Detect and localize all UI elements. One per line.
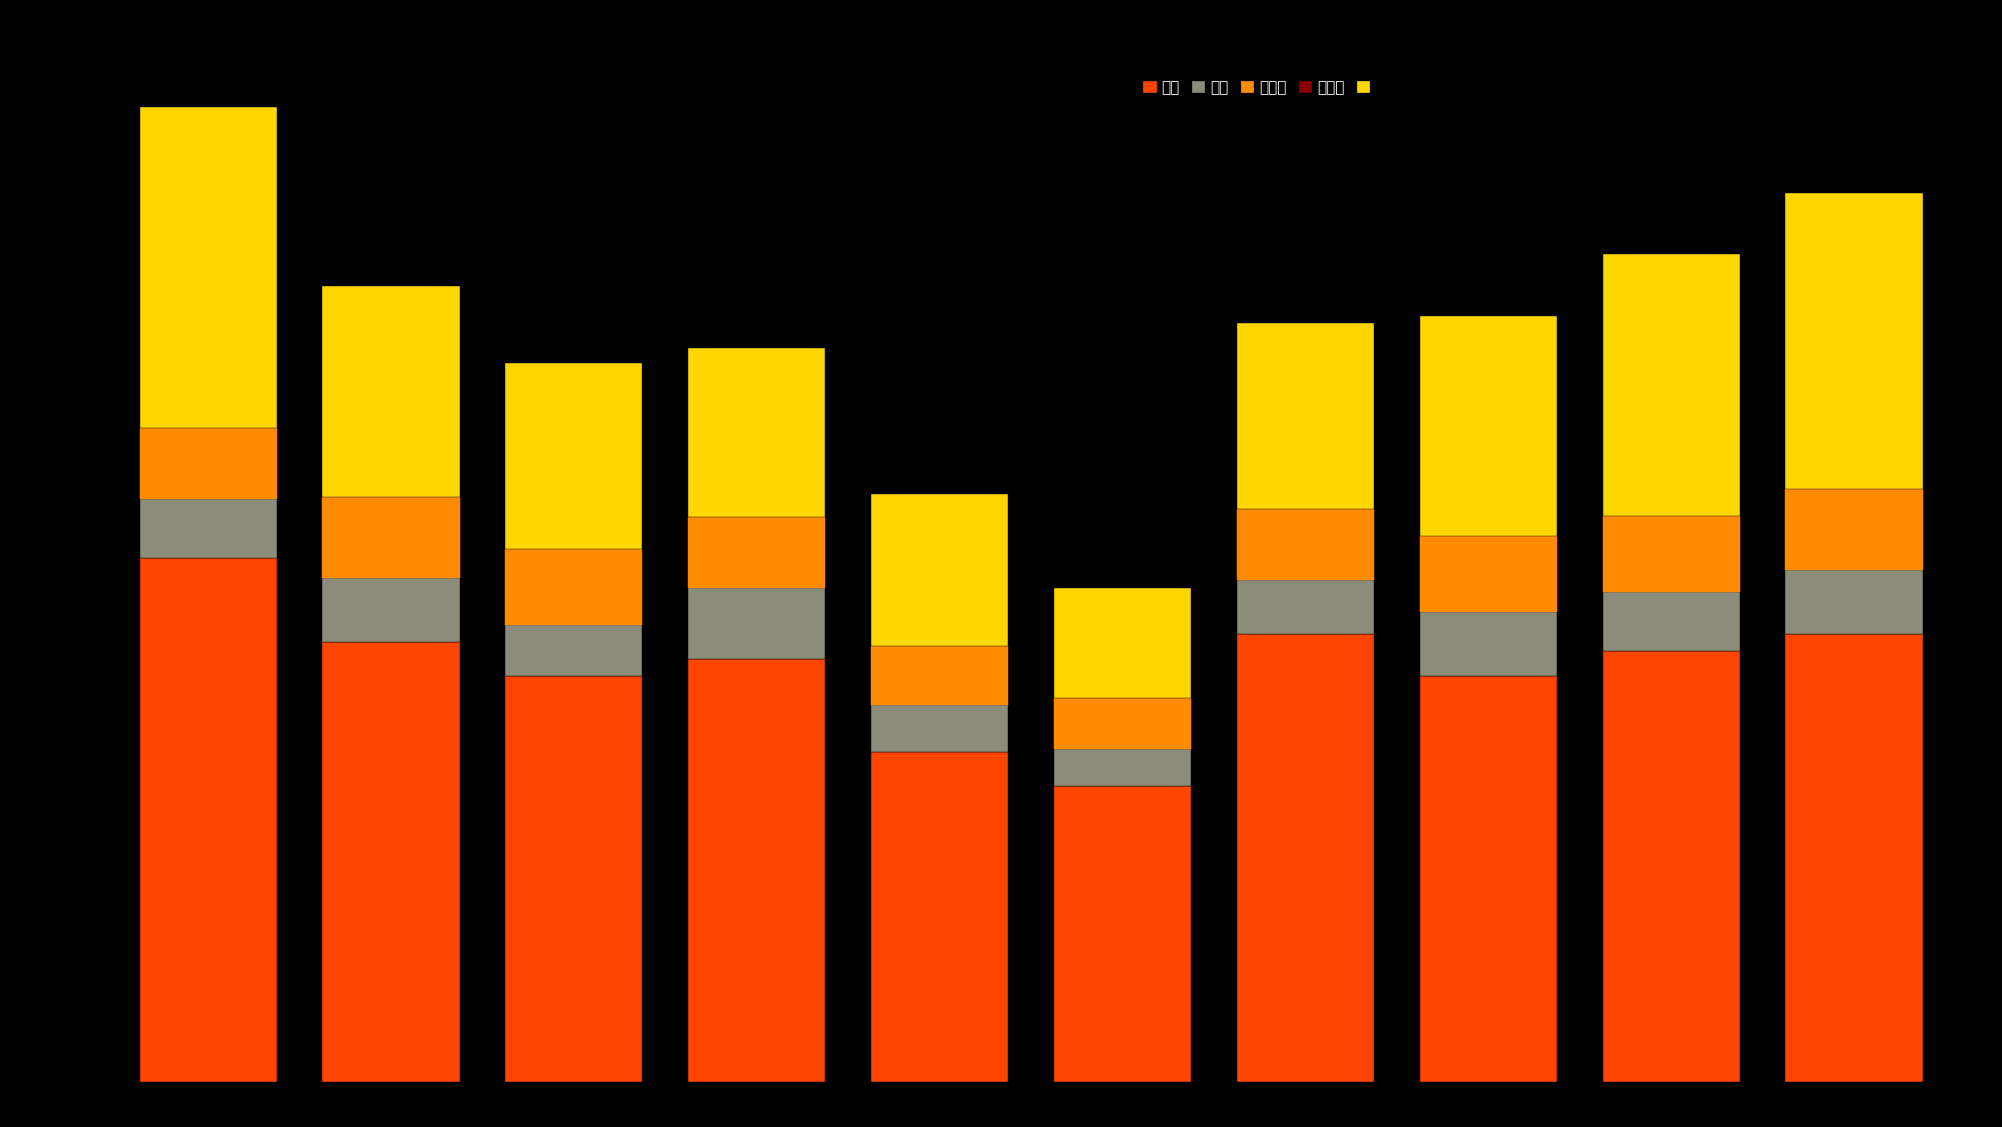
Bar [689,517,825,588]
Bar [1419,676,1558,1082]
Bar [1602,592,1740,650]
Bar [1602,254,1740,515]
Bar [689,348,825,517]
Bar [1419,536,1558,612]
Bar [322,578,460,642]
Bar [140,498,276,558]
Bar [1053,588,1191,698]
Bar [505,363,643,550]
Bar [140,107,276,427]
Bar [1419,316,1558,536]
Bar [140,558,276,1082]
Legend: 建物, 林野, 車両等, その他, : 建物, 林野, 車両等, その他, [1139,76,1379,99]
Bar [505,625,643,676]
Bar [322,497,460,578]
Bar [1602,515,1740,592]
Bar [322,642,460,1082]
Bar [505,676,643,1082]
Bar [871,646,1009,706]
Bar [1602,650,1740,1082]
Bar [1237,323,1373,509]
Bar [1786,569,1922,633]
Bar [871,753,1009,1082]
Bar [1237,509,1373,579]
Bar [1053,748,1191,787]
Bar [871,706,1009,753]
Bar [1786,633,1922,1082]
Bar [505,550,643,625]
Bar [322,285,460,497]
Bar [871,494,1009,646]
Bar [689,659,825,1082]
Bar [1237,633,1373,1082]
Bar [1237,579,1373,633]
Bar [1786,193,1922,489]
Bar [1053,698,1191,748]
Bar [1053,787,1191,1082]
Bar [689,588,825,659]
Bar [1786,489,1922,569]
Bar [140,427,276,498]
Bar [1419,612,1558,676]
